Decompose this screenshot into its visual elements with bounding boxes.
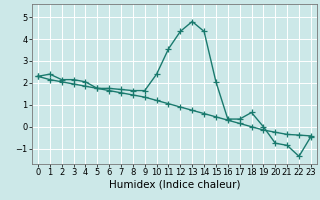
X-axis label: Humidex (Indice chaleur): Humidex (Indice chaleur)	[109, 180, 240, 190]
